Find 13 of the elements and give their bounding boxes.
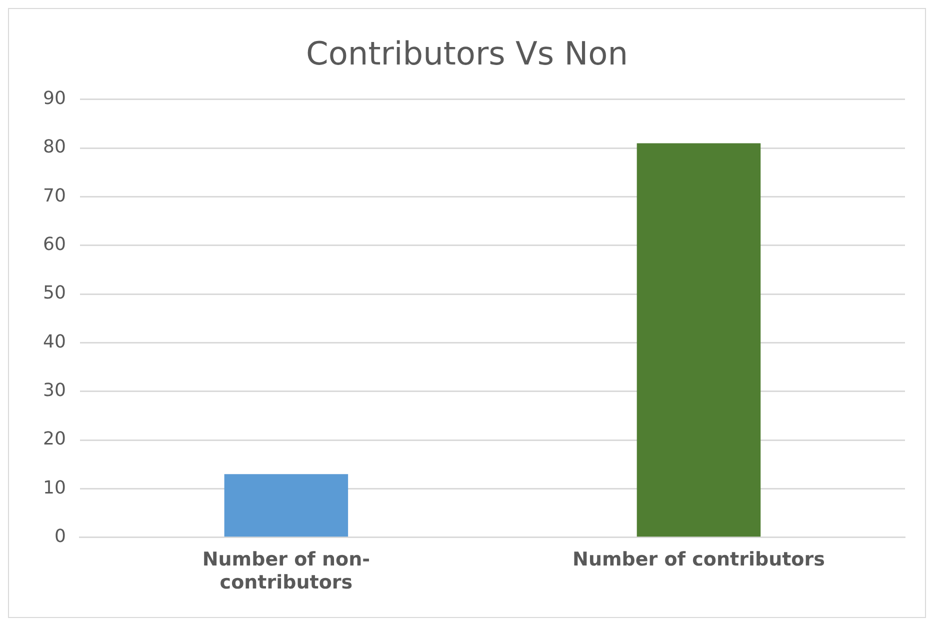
x-tick-label: Number of contributors bbox=[572, 548, 825, 571]
chart-title: Contributors Vs Non bbox=[306, 34, 628, 73]
y-tick-label: 90 bbox=[43, 88, 66, 110]
y-tick-label: 60 bbox=[43, 234, 66, 256]
y-tick-label: 70 bbox=[43, 185, 66, 206]
y-tick-label: 20 bbox=[43, 428, 66, 450]
y-tick-label: 80 bbox=[43, 136, 66, 158]
y-tick-label: 40 bbox=[43, 331, 66, 352]
y-tick-label: 0 bbox=[54, 526, 66, 548]
y-tick-label: 10 bbox=[43, 477, 66, 498]
x-tick-label: Number of non-contributors bbox=[202, 548, 370, 594]
y-tick-label: 30 bbox=[43, 380, 66, 402]
y-tick-label: 50 bbox=[43, 282, 66, 304]
